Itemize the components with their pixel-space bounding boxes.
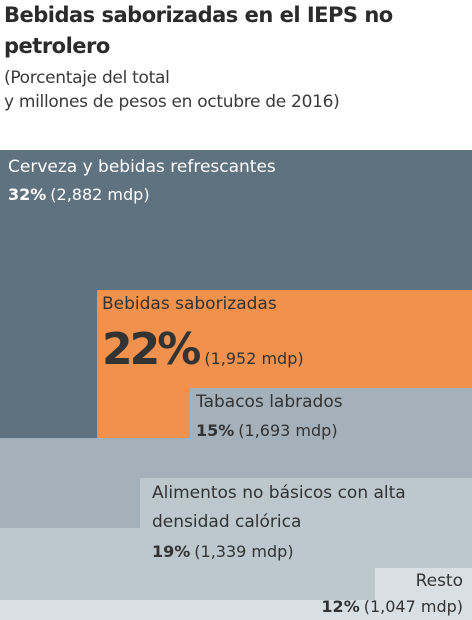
segment-value-5: 12% (1,047 mdp) xyxy=(321,597,463,616)
segment-amount-1: (2,882 mdp) xyxy=(50,185,149,204)
segment-percent-2: 22% xyxy=(102,324,200,375)
segment-value-2: 22% (1,952 mdp) xyxy=(102,324,304,375)
segment-value-3: 15% (1,693 mdp) xyxy=(196,421,338,440)
chart-title: Bebidas saborizadas en el IEPS no petrol… xyxy=(4,3,393,58)
subtitle-line-1: (Porcentaje del total xyxy=(4,68,170,88)
segment-label-3: Tabacos labrados xyxy=(195,392,343,412)
segment-label-2: Bebidas saborizadas xyxy=(102,294,277,314)
segment-value-4: 19% (1,339 mdp) xyxy=(152,542,294,561)
segment-amount-5: (1,047 mdp) xyxy=(364,597,463,616)
segment-label-5: Resto xyxy=(416,571,463,591)
segment-amount-3: (1,693 mdp) xyxy=(238,421,337,440)
segment-percent-3: 15% xyxy=(196,421,234,440)
segment-amount-4: (1,339 mdp) xyxy=(194,542,293,561)
area-segment-5 xyxy=(0,568,472,620)
area-segment-4 xyxy=(0,478,472,620)
segment-percent-5: 12% xyxy=(321,597,359,616)
segment-label-4-line-1: Alimentos no básicos con alta xyxy=(152,483,406,503)
segment-value-1: 32% (2,882 mdp) xyxy=(8,185,150,204)
chart-subtitle: (Porcentaje del total y millones de peso… xyxy=(4,66,472,114)
segment-label-1: Cerveza y bebidas refrescantes xyxy=(8,157,276,177)
segment-amount-2: (1,952 mdp) xyxy=(204,349,303,368)
subtitle-line-2: y millones de pesos en octubre de 2016) xyxy=(4,92,340,112)
segment-percent-4: 19% xyxy=(152,542,190,561)
segment-label-4-line-2: densidad calórica xyxy=(152,512,301,532)
segment-percent-1: 32% xyxy=(8,185,46,204)
